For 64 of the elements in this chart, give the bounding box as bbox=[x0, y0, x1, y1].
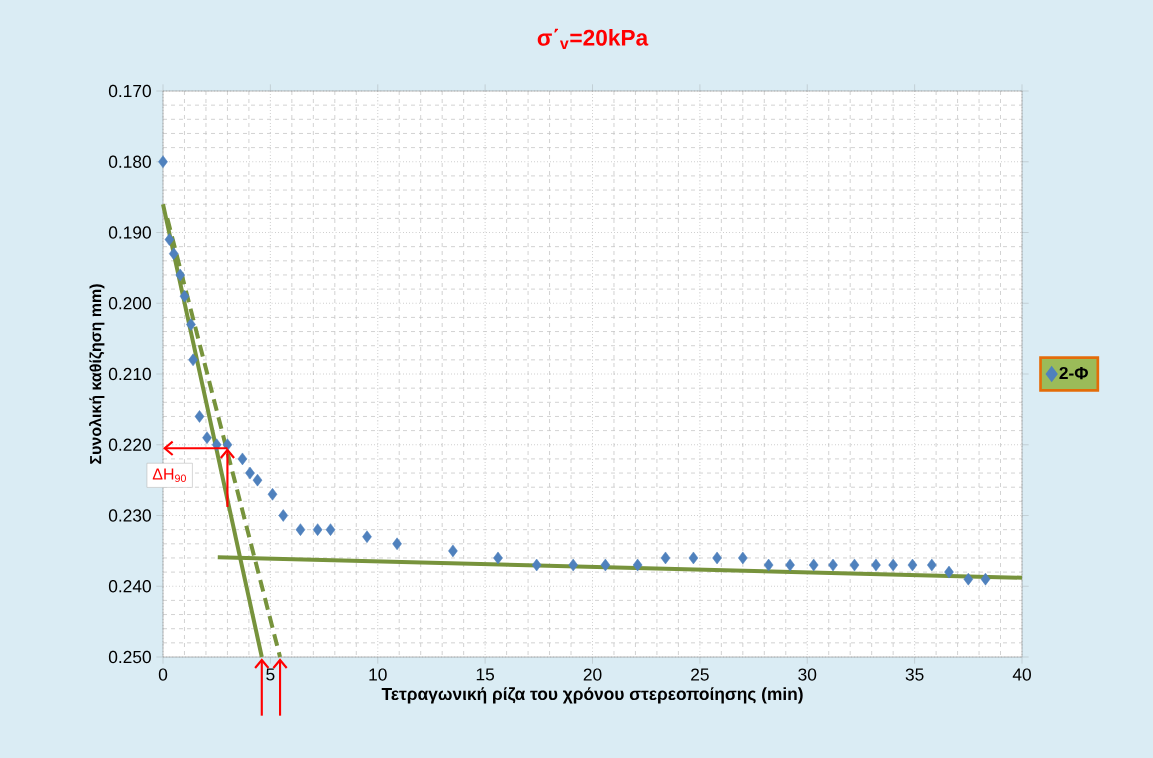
y-tick-label: 0.180 bbox=[108, 155, 151, 168]
y-tick-label: 0.240 bbox=[108, 580, 151, 593]
x-tick-label: 35 bbox=[905, 668, 924, 681]
x-tick-label: 10 bbox=[369, 668, 387, 681]
point bbox=[808, 558, 819, 572]
y-tick-label: 0.190 bbox=[108, 226, 151, 239]
y-tick-label: 0.250 bbox=[108, 650, 151, 664]
point bbox=[888, 558, 898, 572]
point bbox=[828, 558, 838, 572]
point bbox=[448, 544, 458, 558]
point bbox=[927, 558, 937, 572]
point bbox=[168, 247, 179, 260]
point bbox=[179, 289, 190, 303]
y-tick-label: 0.170 bbox=[108, 84, 151, 98]
point bbox=[252, 473, 263, 487]
point bbox=[600, 558, 611, 572]
point bbox=[763, 558, 774, 572]
y-tick-label: 0.230 bbox=[108, 509, 151, 522]
x-tick-label: 5 bbox=[266, 668, 275, 681]
point bbox=[245, 466, 255, 480]
x-tick-label: 15 bbox=[476, 668, 495, 681]
point bbox=[186, 318, 196, 331]
point bbox=[237, 452, 248, 466]
x-tick-label: 0 bbox=[158, 668, 168, 681]
y-tick-label: 0.200 bbox=[108, 297, 151, 310]
annotation: ΔH$_{90}$ bbox=[152, 468, 186, 483]
point bbox=[267, 488, 278, 501]
point bbox=[158, 155, 168, 169]
point bbox=[295, 523, 306, 536]
point bbox=[493, 551, 503, 565]
legend-label: 2-Φ bbox=[1059, 366, 1088, 380]
point bbox=[175, 268, 185, 282]
point bbox=[202, 431, 212, 444]
x-tick-label: 40 bbox=[1012, 668, 1031, 681]
x-tick-label: 30 bbox=[798, 668, 817, 681]
y-tick-label: 0.210 bbox=[108, 367, 151, 381]
point bbox=[871, 558, 881, 572]
point bbox=[688, 551, 699, 565]
point bbox=[362, 530, 372, 543]
point bbox=[849, 558, 860, 572]
y-tick-label: 0.220 bbox=[108, 438, 151, 451]
y-axis-title: Συνολική καθίζηση mm) bbox=[89, 284, 105, 464]
x-axis-title: Τετραγωνική ρίζα του χρόνου στερεοποίησης (min) bbox=[381, 687, 803, 704]
point bbox=[278, 509, 289, 522]
point bbox=[531, 558, 542, 572]
point bbox=[188, 353, 198, 367]
point bbox=[785, 558, 795, 572]
point bbox=[980, 572, 991, 586]
point bbox=[568, 558, 578, 572]
x-tick-label: 20 bbox=[583, 668, 602, 681]
point bbox=[164, 233, 175, 246]
point bbox=[392, 537, 402, 551]
point bbox=[963, 572, 974, 586]
point bbox=[712, 551, 722, 565]
chart-title: σ΄$_{v}$=20kPa bbox=[537, 28, 649, 49]
point bbox=[738, 551, 748, 565]
point bbox=[632, 558, 643, 572]
x-tick-label: 25 bbox=[691, 668, 709, 681]
point bbox=[660, 551, 671, 565]
point bbox=[325, 523, 336, 536]
point bbox=[944, 565, 954, 579]
point bbox=[194, 410, 205, 423]
point bbox=[312, 523, 323, 536]
point bbox=[907, 558, 918, 572]
